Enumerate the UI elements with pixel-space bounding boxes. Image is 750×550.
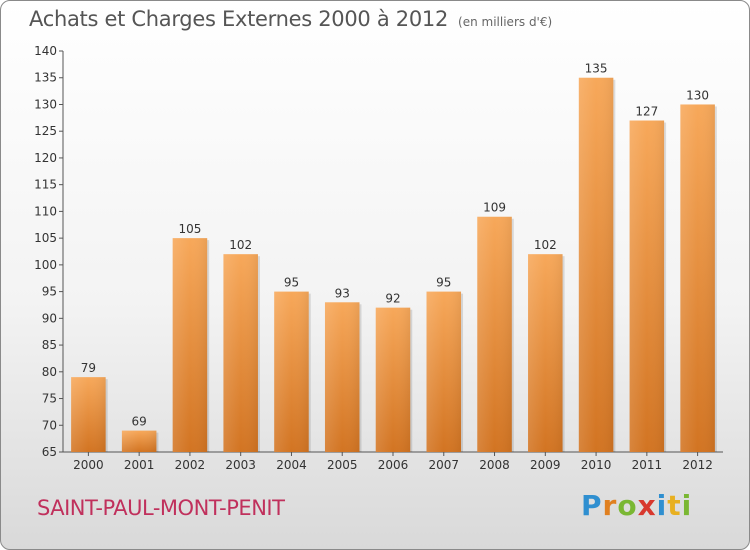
chart-title-text: Achats et Charges Externes 2000 à 2012 — [29, 7, 449, 31]
bar-shine — [223, 254, 258, 452]
bar-value-label: 127 — [635, 105, 658, 119]
labels: 79 2000 69 2001 105 2002 102 2003 95 2004 93 2005 92… — [73, 62, 713, 472]
y-tick-label: 110 — [34, 204, 57, 218]
y-tick-label: 65 — [42, 445, 57, 459]
bar-shine — [71, 377, 106, 452]
bar-value-label: 92 — [385, 292, 400, 306]
logo-letter: t — [667, 489, 682, 522]
bar-value-label: 105 — [178, 222, 201, 236]
y-tick-label: 120 — [34, 151, 57, 165]
y-tick-label: 75 — [42, 392, 57, 406]
bar-shine — [629, 120, 665, 453]
chart-unit: (en milliers d'€) — [458, 15, 553, 29]
x-tick-label: 2001 — [124, 458, 155, 472]
y-tick-label: 80 — [42, 365, 57, 379]
x-tick-label: 2005 — [327, 458, 358, 472]
bar-value-label: 109 — [483, 201, 506, 215]
bar-value-label: 102 — [229, 238, 252, 252]
bar-shine — [375, 307, 411, 452]
logo-letter: x — [637, 489, 657, 522]
x-tick-label: 2000 — [73, 458, 104, 472]
bar-value-label: 95 — [284, 276, 299, 290]
bar-shine — [477, 216, 512, 452]
bar-value-label: 79 — [81, 361, 96, 375]
x-tick-label: 2008 — [479, 458, 510, 472]
logo-letter: o — [617, 489, 638, 522]
logo-letter: i — [656, 489, 668, 522]
chart-title: Achats et Charges Externes 2000 à 2012 (e… — [29, 7, 552, 31]
logo-letter: r — [602, 489, 618, 522]
x-tick-label: 2004 — [276, 458, 307, 472]
bar-value-label: 95 — [436, 276, 451, 290]
proxiti-logo[interactable]: Proxiti — [581, 489, 692, 522]
x-tick-label: 2012 — [682, 458, 713, 472]
x-tick-label: 2006 — [378, 458, 409, 472]
y-tick-label: 90 — [42, 311, 57, 325]
x-tick-label: 2011 — [632, 458, 663, 472]
x-tick-label: 2003 — [225, 458, 256, 472]
bar-value-label: 69 — [132, 415, 147, 429]
y-tick-label: 95 — [42, 285, 57, 299]
x-tick-label: 2009 — [530, 458, 561, 472]
logo-letter: i — [681, 489, 693, 522]
axes: 65 70 75 80 85 90 95 100 105 110 115 120 125 130 135 14… — [34, 44, 723, 459]
bars — [71, 77, 717, 453]
y-tick-label: 100 — [34, 258, 57, 272]
x-tick-label: 2010 — [581, 458, 612, 472]
y-tick-label: 70 — [42, 418, 57, 432]
bar-value-label: 135 — [585, 62, 608, 76]
bar-value-label: 130 — [686, 88, 709, 102]
y-tick-label: 130 — [34, 97, 57, 111]
y-tick-label: 105 — [34, 231, 57, 245]
x-tick-label: 2002 — [175, 458, 206, 472]
bar-shine — [324, 302, 360, 452]
y-tick-label: 85 — [42, 338, 57, 352]
bar-shine — [426, 291, 462, 452]
y-tick-label: 140 — [34, 44, 57, 58]
bar-shine — [274, 291, 309, 452]
bar-shine — [680, 104, 715, 452]
bar-shine — [121, 430, 157, 452]
logo-letter: P — [581, 489, 603, 522]
bar-value-label: 93 — [335, 286, 350, 300]
y-tick-label: 115 — [34, 178, 57, 192]
bar-shine — [578, 77, 614, 452]
y-tick-label: 125 — [34, 124, 57, 138]
x-tick-label: 2007 — [428, 458, 459, 472]
bar-shine — [528, 254, 563, 452]
y-tick-label: 135 — [34, 71, 57, 85]
town-name: SAINT-PAUL-MONT-PENIT — [37, 496, 285, 520]
bar-shine — [172, 238, 208, 452]
bar-value-label: 102 — [534, 238, 557, 252]
